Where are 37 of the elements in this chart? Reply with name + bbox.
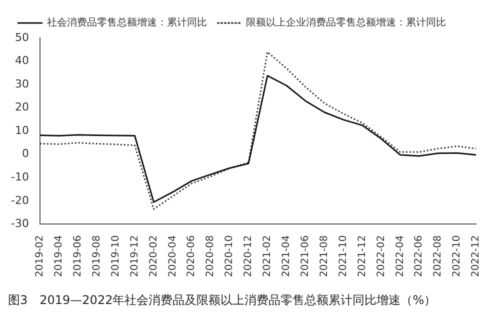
x-tick-label: 2020-08 — [205, 235, 216, 278]
x-tick-label: 2019-08 — [91, 235, 102, 278]
line-series — [39, 51, 477, 210]
y-tick-label: 30 — [14, 77, 29, 90]
x-tick-label: 2022-10 — [452, 235, 463, 278]
y-tick-label: -10 — [11, 170, 29, 184]
x-tick-label: 2019-02 — [34, 235, 46, 278]
x-tick-label: 2022-06 — [414, 235, 425, 278]
y-tick-label: 10 — [14, 124, 29, 137]
legend-label: 限额以上企业消费品零售总额增速：累计同比 — [246, 16, 446, 29]
y-tick-label: 50 — [14, 30, 29, 44]
x-tick-label: 2019-10 — [110, 235, 122, 278]
x-tick-label: 2021-06 — [300, 235, 311, 278]
x-tick-label: 2022-04 — [394, 235, 406, 278]
x-tick-label: 2020-02 — [148, 235, 160, 278]
y-tick-label: 0 — [22, 147, 29, 160]
x-tick-label: 2021-02 — [262, 235, 274, 278]
x-tick-label: 2019-12 — [129, 235, 140, 278]
x-tick-label: 2022-08 — [432, 235, 444, 278]
x-tick-label: 2019-06 — [72, 235, 84, 278]
y-tick-label: 20 — [14, 100, 29, 114]
x-tick-label: 2021-10 — [338, 235, 349, 278]
x-tick-label: 2022-02 — [376, 235, 387, 278]
x-tick-label: 2021-12 — [356, 235, 368, 278]
x-tick-label: 2020-12 — [243, 235, 254, 278]
x-tick-label: 2019-04 — [54, 235, 65, 278]
y-tick-label: 40 — [14, 54, 29, 68]
caption: 图3 2019—2022年社会消费品及限额以上消费品零售总额累计同比增速（%） — [8, 292, 438, 309]
x-tick-label: 2022-12 — [470, 235, 482, 278]
y-tick-label: -30 — [11, 217, 29, 230]
y-tick-label: -20 — [11, 194, 29, 207]
x-tick-label: 2020-06 — [186, 235, 198, 278]
x-tick-label: 2021-08 — [318, 235, 330, 278]
x-tick-label: 2020-04 — [167, 235, 178, 278]
legend-label: 社会消费品零售总额增速：累计同比 — [47, 16, 207, 29]
x-tick-label: 2020-10 — [224, 235, 236, 278]
x-tick-label: 2021-04 — [281, 235, 292, 278]
